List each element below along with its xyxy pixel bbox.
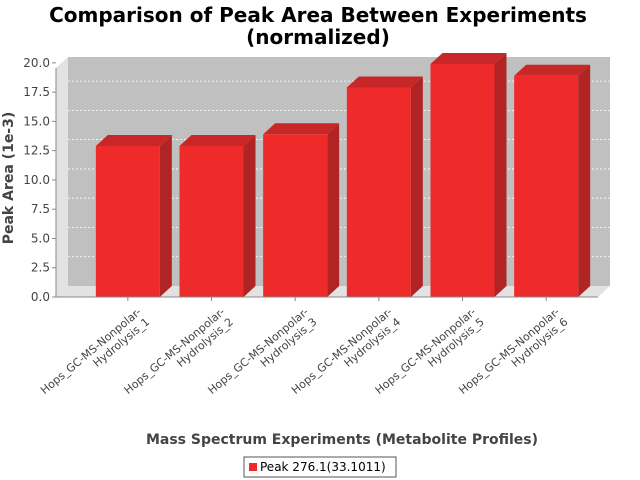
plot-left-wall: [56, 57, 68, 297]
bar: [346, 76, 423, 297]
bar-top: [263, 123, 340, 135]
bar-front: [430, 64, 495, 298]
legend: Peak 276.1(33.1011): [243, 456, 397, 478]
bar-front: [179, 145, 244, 297]
chart-subtitle: (normalized): [246, 25, 390, 49]
bar: [263, 123, 340, 297]
y-tick-label: 20.0: [23, 56, 50, 70]
bar: [95, 134, 172, 297]
bar-side: [494, 53, 507, 298]
bar-side: [578, 64, 591, 297]
bar-front: [514, 75, 579, 297]
bar: [514, 64, 591, 297]
y-tick-label: 12.5: [23, 144, 50, 158]
y-tick-label: 10.0: [23, 173, 50, 187]
legend-swatch: [249, 463, 257, 471]
y-axis-title: Peak Area (1e-3): [1, 112, 17, 245]
bar-top: [179, 134, 256, 146]
legend-label: Peak 276.1(33.1011): [260, 460, 386, 474]
bars: [95, 53, 591, 298]
y-tick-label: 0.0: [31, 290, 50, 304]
y-tick-label: 17.5: [23, 85, 50, 99]
y-axis: 0.0 2.5 5.0 7.5 10.0 12.5 15.0 17.5 20.0: [23, 56, 57, 304]
bar-side: [159, 134, 172, 297]
bar-top: [346, 76, 423, 88]
bar-side: [327, 123, 340, 297]
bar-front: [95, 145, 160, 297]
bar-top: [514, 64, 591, 76]
y-tick-label: 15.0: [23, 114, 50, 128]
bar: [430, 53, 507, 298]
legend-box: [243, 456, 397, 478]
bar-top: [430, 53, 507, 65]
x-axis-title: Mass Spectrum Experiments (Metabolite Pr…: [146, 432, 538, 448]
y-tick-label: 2.5: [31, 261, 50, 275]
bar-front: [346, 87, 411, 297]
bar-side: [243, 134, 256, 297]
bar-top: [95, 134, 172, 146]
y-tick-label: 5.0: [31, 231, 50, 245]
y-tick-label: 7.5: [31, 202, 50, 216]
bar-front: [263, 134, 328, 297]
bar-side: [410, 76, 423, 297]
x-axis: Hops_GC-MS-Nonpolar-Hydrolysis_1Hops_GC-…: [38, 296, 598, 397]
bar: [179, 134, 256, 297]
chart-title: Comparison of Peak Area Between Experime…: [49, 3, 587, 27]
